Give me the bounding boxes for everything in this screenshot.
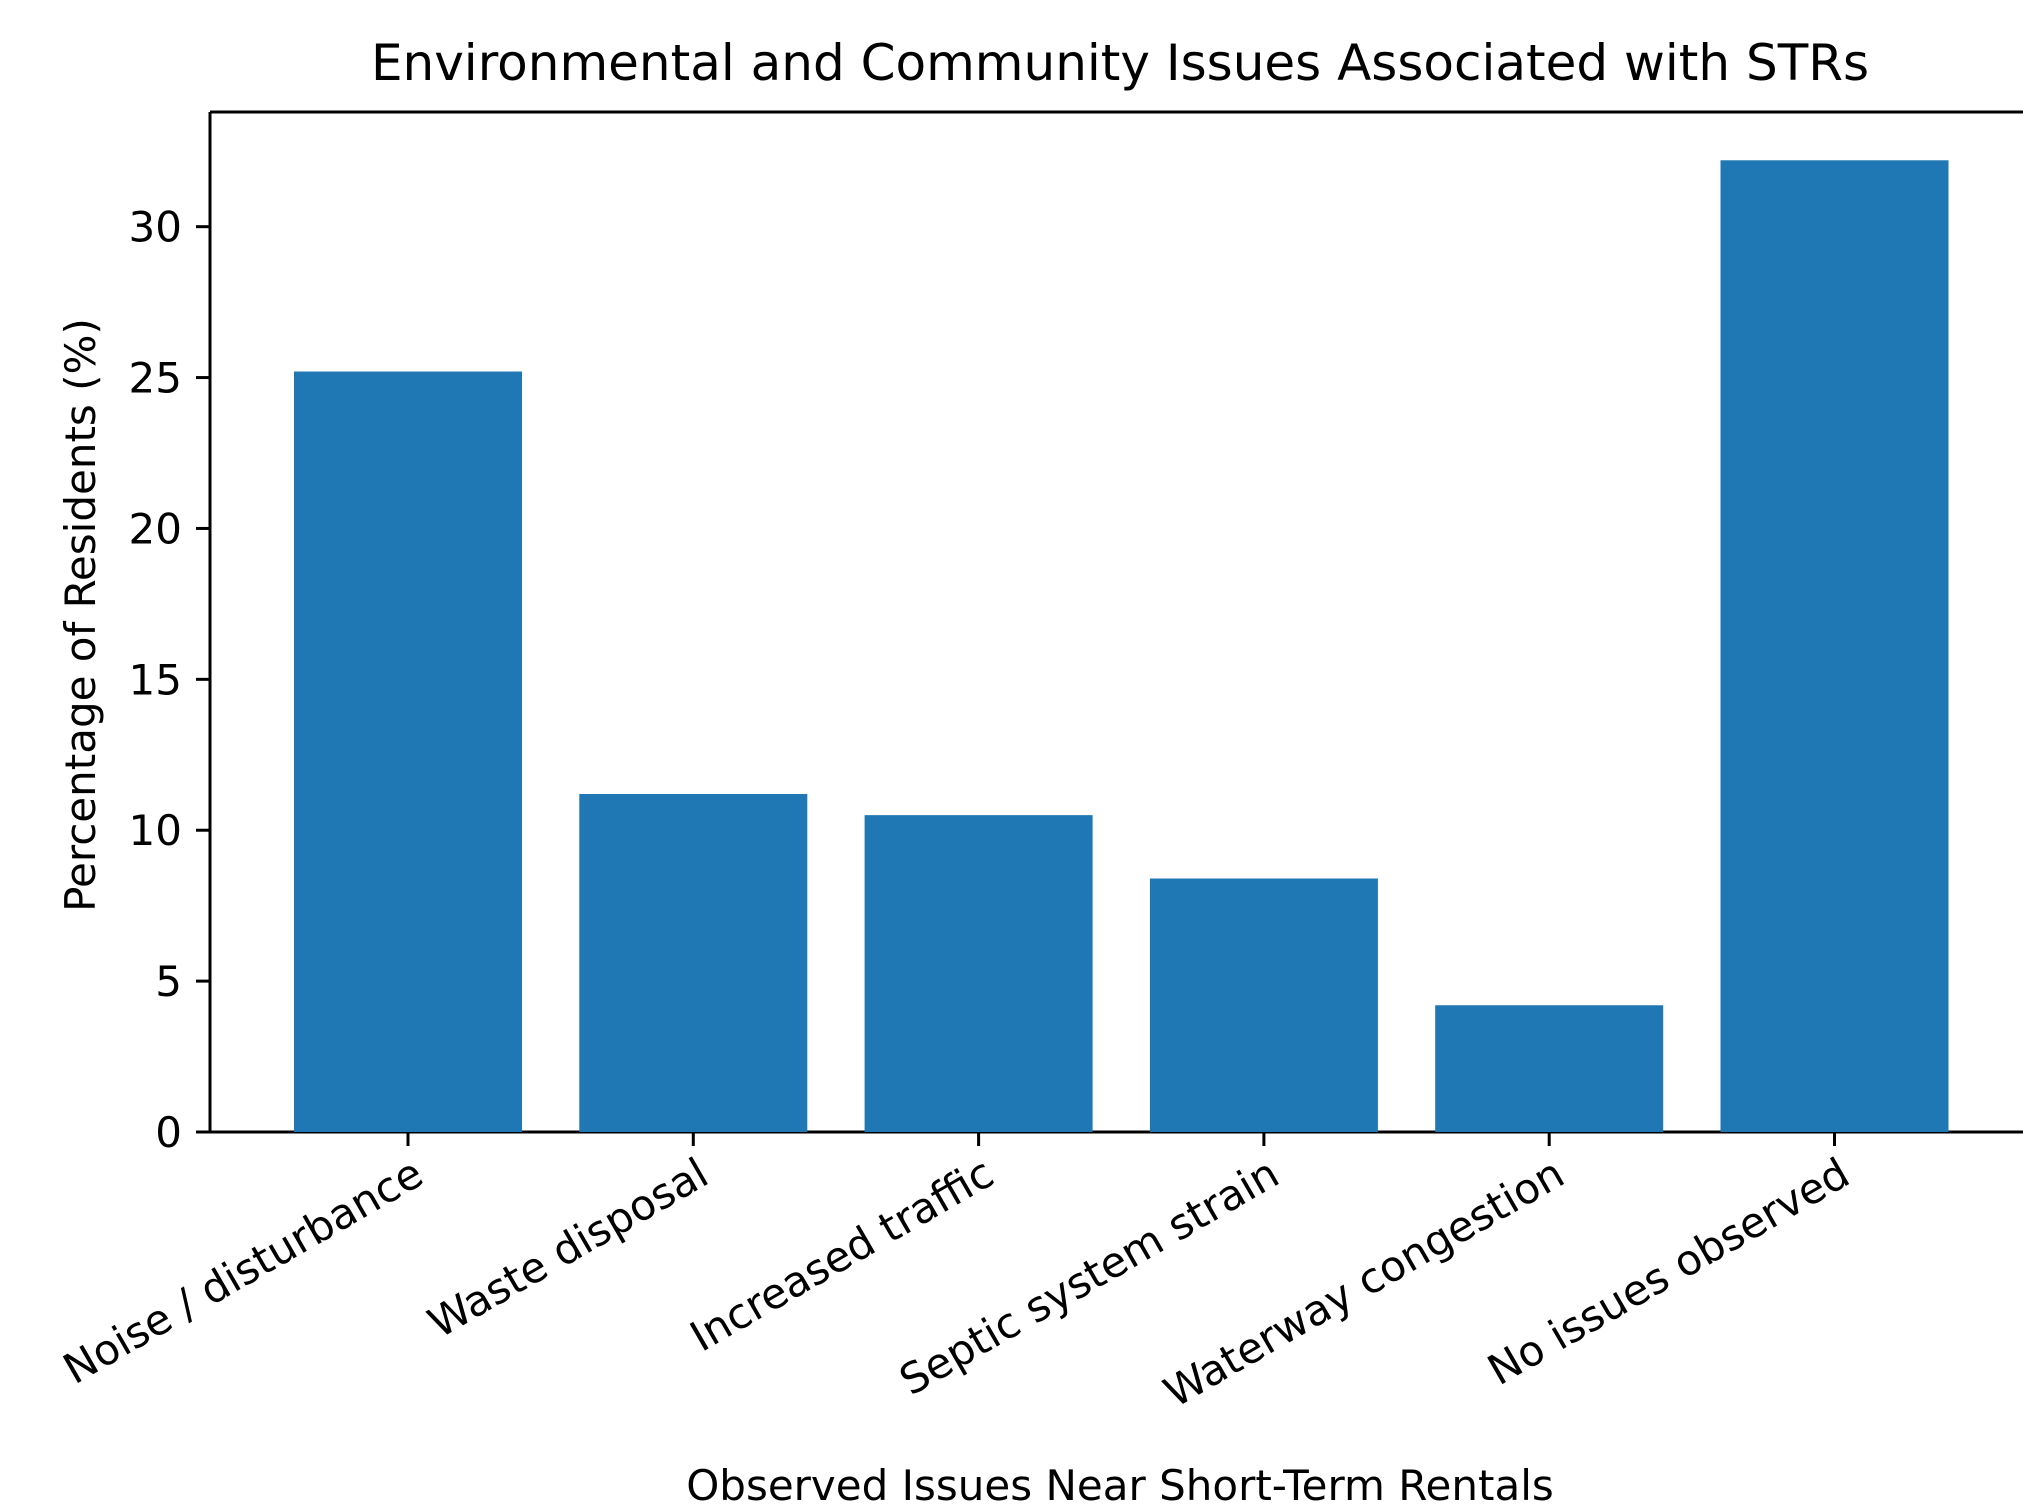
x-axis-label: Observed Issues Near Short-Term Rentals <box>686 1461 1554 1507</box>
bar <box>294 371 522 1133</box>
y-axis-label: Percentage of Residents (%) <box>56 318 105 912</box>
y-tick-label: 5 <box>155 957 182 1006</box>
bar <box>864 815 1093 1132</box>
y-tick-label: 15 <box>129 655 182 704</box>
y-tick-label: 20 <box>129 504 182 553</box>
y-axis: 0 5 10 15 20 25 30 <box>129 203 210 1157</box>
bar <box>1149 878 1378 1132</box>
y-tick-label: 10 <box>129 806 182 855</box>
bar <box>579 794 808 1132</box>
y-tick-label: 0 <box>155 1108 182 1157</box>
bars-group <box>294 160 1949 1133</box>
chart-title: Environmental and Community Issues Assoc… <box>371 34 1869 92</box>
y-tick-label: 25 <box>129 354 182 403</box>
y-tick-label: 30 <box>129 203 182 252</box>
bar <box>1720 160 1949 1132</box>
bar <box>1435 1005 1664 1132</box>
